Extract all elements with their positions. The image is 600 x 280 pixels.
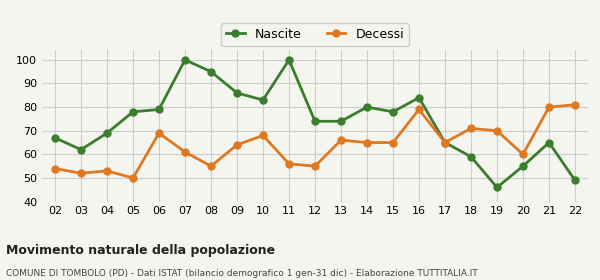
Decessi [337, 139, 344, 142]
Decessi [233, 143, 241, 147]
Line: Nascite: Nascite [52, 56, 578, 191]
Nascite [311, 120, 319, 123]
Decessi [286, 162, 293, 165]
Text: COMUNE DI TOMBOLO (PD) - Dati ISTAT (bilancio demografico 1 gen-31 dic) - Elabor: COMUNE DI TOMBOLO (PD) - Dati ISTAT (bil… [6, 269, 478, 278]
Legend: Nascite, Decessi: Nascite, Decessi [221, 24, 409, 46]
Nascite [181, 58, 188, 62]
Nascite [77, 148, 85, 151]
Decessi [259, 134, 266, 137]
Nascite [155, 108, 163, 111]
Nascite [493, 186, 500, 189]
Decessi [208, 164, 215, 168]
Nascite [545, 141, 553, 144]
Decessi [155, 131, 163, 135]
Decessi [52, 167, 59, 170]
Decessi [364, 141, 371, 144]
Decessi [415, 108, 422, 111]
Decessi [311, 164, 319, 168]
Text: Movimento naturale della popolazione: Movimento naturale della popolazione [6, 244, 275, 256]
Nascite [467, 155, 475, 158]
Nascite [415, 96, 422, 99]
Decessi [493, 129, 500, 132]
Nascite [571, 179, 578, 182]
Nascite [103, 131, 110, 135]
Decessi [181, 150, 188, 154]
Decessi [389, 141, 397, 144]
Nascite [233, 91, 241, 95]
Decessi [520, 153, 527, 156]
Decessi [571, 103, 578, 106]
Nascite [337, 120, 344, 123]
Decessi [545, 105, 553, 109]
Nascite [520, 164, 527, 168]
Nascite [442, 141, 449, 144]
Nascite [364, 105, 371, 109]
Nascite [52, 136, 59, 139]
Nascite [286, 58, 293, 62]
Decessi [130, 176, 137, 180]
Nascite [130, 110, 137, 113]
Nascite [389, 110, 397, 113]
Decessi [103, 169, 110, 172]
Decessi [467, 127, 475, 130]
Nascite [208, 70, 215, 73]
Nascite [259, 98, 266, 102]
Decessi [442, 141, 449, 144]
Decessi [77, 172, 85, 175]
Line: Decessi: Decessi [52, 101, 578, 181]
